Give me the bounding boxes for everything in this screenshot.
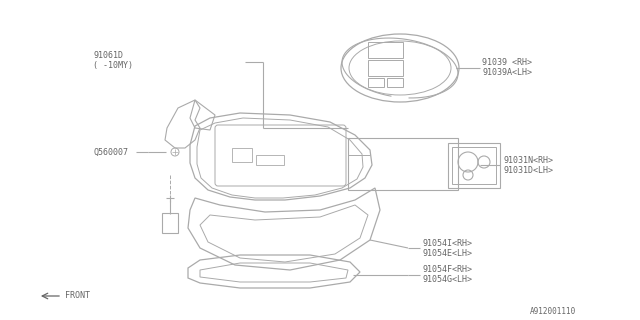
Text: 91054G<LH>: 91054G<LH>: [422, 276, 472, 284]
Text: ( -10MY): ( -10MY): [93, 60, 133, 69]
Text: 91031D<LH>: 91031D<LH>: [503, 165, 553, 174]
Bar: [387, 78, 403, 87]
Bar: [452, 147, 496, 184]
Text: 91039A<LH>: 91039A<LH>: [482, 68, 532, 76]
Text: 91039 <RH>: 91039 <RH>: [482, 58, 532, 67]
Bar: [368, 42, 403, 58]
Text: 91054I<RH>: 91054I<RH>: [422, 238, 472, 247]
Text: 91054E<LH>: 91054E<LH>: [422, 249, 472, 258]
Text: FRONT: FRONT: [65, 292, 90, 300]
Bar: [232, 148, 252, 162]
Text: Q560007: Q560007: [93, 148, 128, 156]
Bar: [368, 78, 384, 87]
Bar: [256, 155, 284, 165]
Text: 91031N<RH>: 91031N<RH>: [503, 156, 553, 164]
Bar: [368, 60, 403, 76]
Text: 91054F<RH>: 91054F<RH>: [422, 266, 472, 275]
Text: A912001110: A912001110: [530, 308, 576, 316]
Bar: [348, 138, 458, 190]
Text: 91061D: 91061D: [93, 51, 123, 60]
Bar: [448, 143, 500, 188]
